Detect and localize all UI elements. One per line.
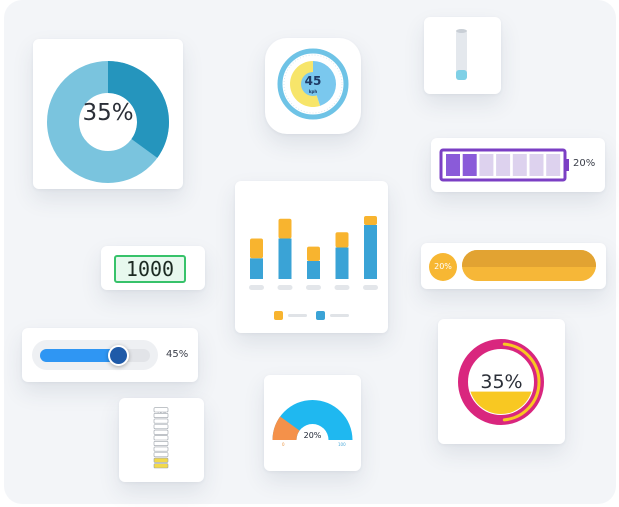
counter-card: 1000: [101, 246, 205, 290]
vertical-battery-segments: [153, 407, 169, 469]
vertical-battery-segment: [153, 418, 169, 424]
vertical-battery-segment: [153, 463, 169, 469]
donut-value-label: 35%: [82, 100, 134, 126]
bar-tick-label: [306, 285, 321, 290]
bar-tick-label: [277, 285, 293, 290]
tube-gauge-card: [424, 17, 501, 94]
tube-liquid: [456, 70, 467, 80]
semicircle-gauge-max: 100: [338, 442, 346, 447]
ring-fill: [469, 391, 533, 414]
legend-label: [288, 314, 307, 317]
bar-segment: [307, 261, 320, 279]
bar-segment: [250, 238, 263, 259]
progress-pill-track: [462, 250, 596, 281]
vertical-battery-segment: [153, 446, 169, 452]
radial-gauge-unit: kph: [308, 89, 318, 94]
battery-segment: [446, 154, 460, 176]
semicircle-gauge-value: [272, 416, 300, 440]
semicircle-gauge-label: 20%: [303, 431, 322, 440]
battery-card: 20%: [431, 138, 605, 192]
bar-tick-label: [334, 285, 350, 290]
bar-chart-card: [235, 181, 388, 333]
slider-card: 45%: [22, 328, 198, 382]
vertical-battery-segment: [153, 424, 169, 430]
radial-gauge-ticks: [283, 54, 343, 114]
bar-chart-legend: [274, 311, 349, 320]
radial-gauge-card[interactable]: 45 kph: [265, 38, 361, 134]
battery-segment: [496, 154, 511, 176]
vertical-battery-segment: [153, 457, 169, 463]
slider-fill: [40, 349, 120, 362]
battery-terminal: [565, 159, 569, 171]
ring-gauge-card: 35%: [438, 319, 565, 444]
bar-segment: [307, 246, 320, 261]
battery-percent: 20%: [573, 158, 596, 169]
tube-top: [456, 29, 467, 33]
radial-gauge: [277, 48, 349, 120]
semicircle-gauge: [272, 400, 353, 440]
bar-segment: [250, 258, 263, 279]
legend-label: [330, 314, 349, 317]
bar-segment: [278, 238, 292, 279]
bar-segment: [364, 225, 377, 279]
semicircle-gauge-card: 20% 0 100: [264, 375, 361, 471]
battery-segment: [512, 154, 527, 176]
bar-tick-label: [363, 285, 378, 290]
donut-chart-card: 35%: [33, 39, 183, 189]
battery-segment: [529, 154, 544, 176]
dashboard-canvas: 35% 45 kph 20%: [4, 0, 616, 504]
ring-gauge: [458, 339, 544, 425]
vertical-battery-gauge: [153, 407, 169, 469]
battery-segment: [479, 154, 494, 176]
progress-pill-badge: 20%: [429, 253, 457, 281]
donut-chart: [47, 61, 169, 183]
tube-gauge: [456, 29, 467, 80]
legend-swatch: [274, 311, 283, 320]
counter-display: 1000: [114, 255, 186, 283]
vertical-battery-segment: [153, 452, 169, 458]
tube-glass: [456, 30, 467, 80]
donut-value-arc: [107, 61, 169, 158]
battery-segment: [462, 154, 477, 176]
bar-tick-label: [249, 285, 264, 290]
vertical-battery-card: 70%: [119, 398, 204, 482]
semicircle-gauge-min: 0: [282, 442, 285, 447]
bar-chart-bars: [249, 216, 378, 290]
slider-thumb[interactable]: [107, 345, 129, 366]
radial-gauge-core: [301, 72, 325, 96]
bar-segment: [278, 218, 292, 239]
bar-chart: [249, 216, 378, 320]
vertical-battery-segment: [153, 440, 169, 446]
radial-gauge-value: 45: [304, 74, 322, 88]
legend-swatch: [316, 311, 325, 320]
vertical-battery-segment: [153, 435, 169, 441]
vertical-battery-segment: [153, 413, 169, 418]
vertical-battery-segment: [153, 429, 169, 435]
progress-pill-card: 20%: [421, 243, 606, 289]
ring-progress-arc: [502, 342, 541, 422]
slider-value-label: 45%: [166, 349, 189, 360]
bar-segment: [335, 247, 349, 279]
battery-segments: [446, 154, 561, 176]
battery-gauge: [439, 148, 569, 182]
vertical-battery-segment: [153, 407, 169, 413]
bar-segment: [364, 216, 377, 225]
ring-value-label: 35%: [480, 371, 523, 393]
battery-segment: [546, 154, 561, 176]
bar-segment: [335, 232, 349, 248]
